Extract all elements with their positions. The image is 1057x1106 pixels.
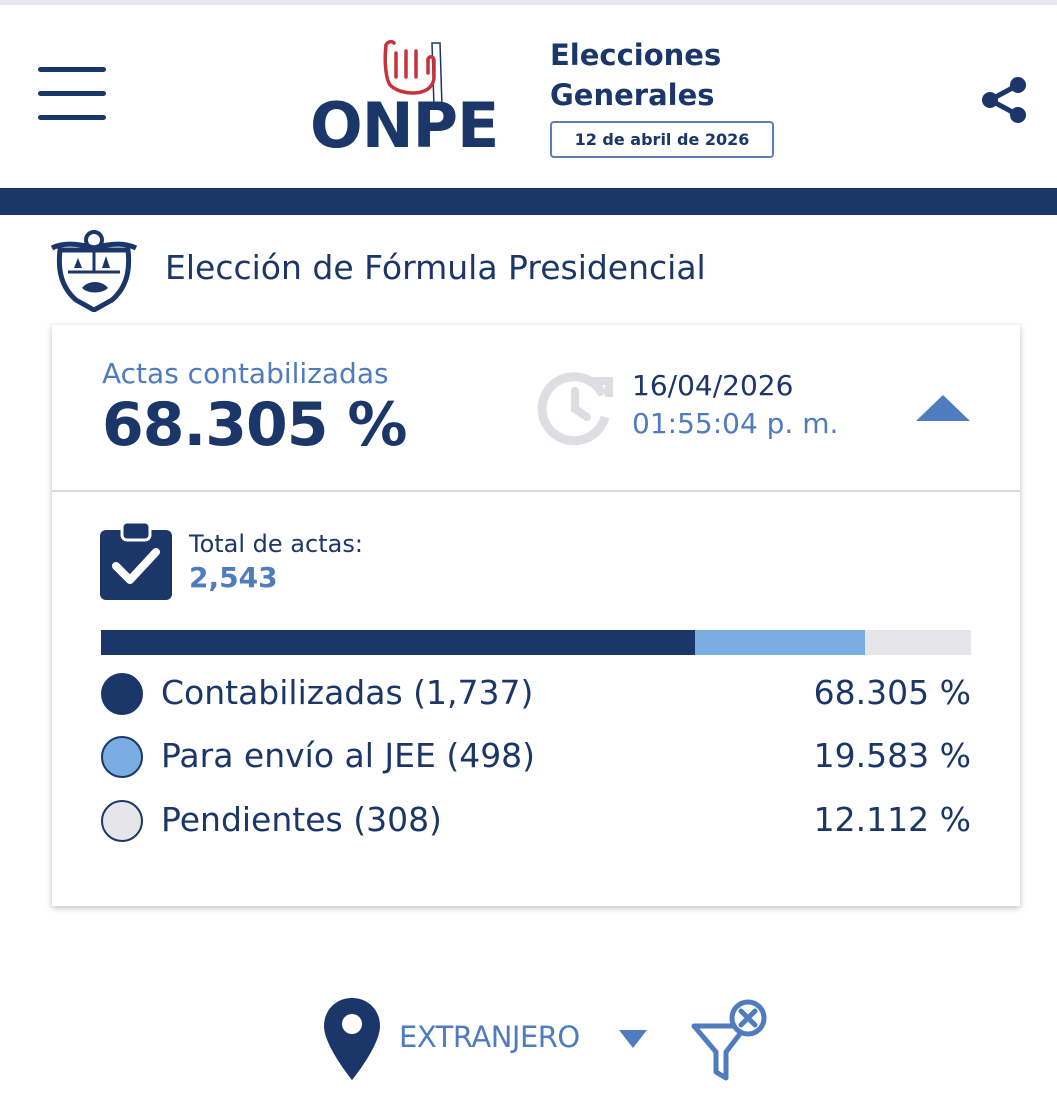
hamburger-icon-line — [38, 67, 106, 72]
actas-percentage: 68.305 % — [102, 390, 408, 460]
map-pin-icon[interactable] — [322, 996, 382, 1082]
legend-percent: 68.305 % — [813, 673, 971, 712]
update-time: 01:55:04 p. m. — [632, 407, 839, 440]
legend-percent: 19.583 % — [813, 736, 971, 775]
legend-percent: 12.112 % — [813, 800, 971, 839]
region-selector[interactable]: EXTRANJERO — [399, 1020, 580, 1054]
peru-coat-of-arms-icon — [50, 230, 138, 312]
progress-contabilizadas — [101, 630, 695, 655]
total-actas-label: Total de actas: — [189, 530, 363, 558]
app-header: ONPE Elecciones Generales 12 de abril de… — [0, 5, 1057, 188]
caret-up-icon[interactable] — [914, 393, 972, 423]
legend-label: Contabilizadas (1,737) — [161, 673, 534, 712]
menu-button[interactable] — [38, 67, 108, 123]
ballot-hand-icon — [383, 39, 443, 108]
election-title: Elecciones Generales — [550, 35, 780, 115]
legend-dot — [101, 736, 143, 778]
total-actas-value: 2,543 — [189, 561, 278, 594]
legend-label: Para envío al JEE (498) — [161, 736, 536, 775]
progress-envio-jee — [695, 630, 865, 655]
share-button[interactable] — [980, 75, 1028, 125]
election-title-line1: Elecciones — [550, 38, 722, 72]
election-title-line2: Generales — [550, 78, 715, 112]
onpe-logo[interactable]: ONPE — [310, 33, 525, 163]
legend-label: Pendientes (308) — [161, 800, 442, 839]
filter-clear-icon[interactable] — [690, 998, 770, 1084]
actas-label: Actas contabilizadas — [102, 357, 389, 390]
legend-dot — [101, 673, 143, 715]
hamburger-icon-line — [38, 91, 106, 96]
legend-item-contabilizadas: Contabilizadas (1,737) 68.305 % — [101, 671, 971, 717]
legend-item-pendientes: Pendientes (308) 12.112 % — [101, 798, 971, 844]
results-card: Actas contabilizadas 68.305 % 16/04/2026… — [52, 325, 1020, 906]
top-border — [0, 0, 1057, 5]
clipboard-check-icon — [100, 522, 172, 600]
actas-progress-bar — [101, 630, 971, 655]
election-date-badge: 12 de abril de 2026 — [550, 121, 774, 158]
header-band — [0, 188, 1057, 215]
card-divider — [52, 490, 1020, 492]
update-date: 16/04/2026 — [632, 369, 794, 402]
legend-dot — [101, 800, 143, 842]
hamburger-icon-line — [38, 115, 106, 120]
logo-text: ONPE — [310, 89, 499, 162]
clock-refresh-icon — [537, 372, 613, 446]
legend-item-envio-jee: Para envío al JEE (498) 19.583 % — [101, 734, 971, 780]
share-icon — [982, 77, 1026, 123]
section-title: Elección de Fórmula Presidencial — [165, 248, 706, 287]
chevron-down-icon[interactable] — [617, 1028, 649, 1050]
